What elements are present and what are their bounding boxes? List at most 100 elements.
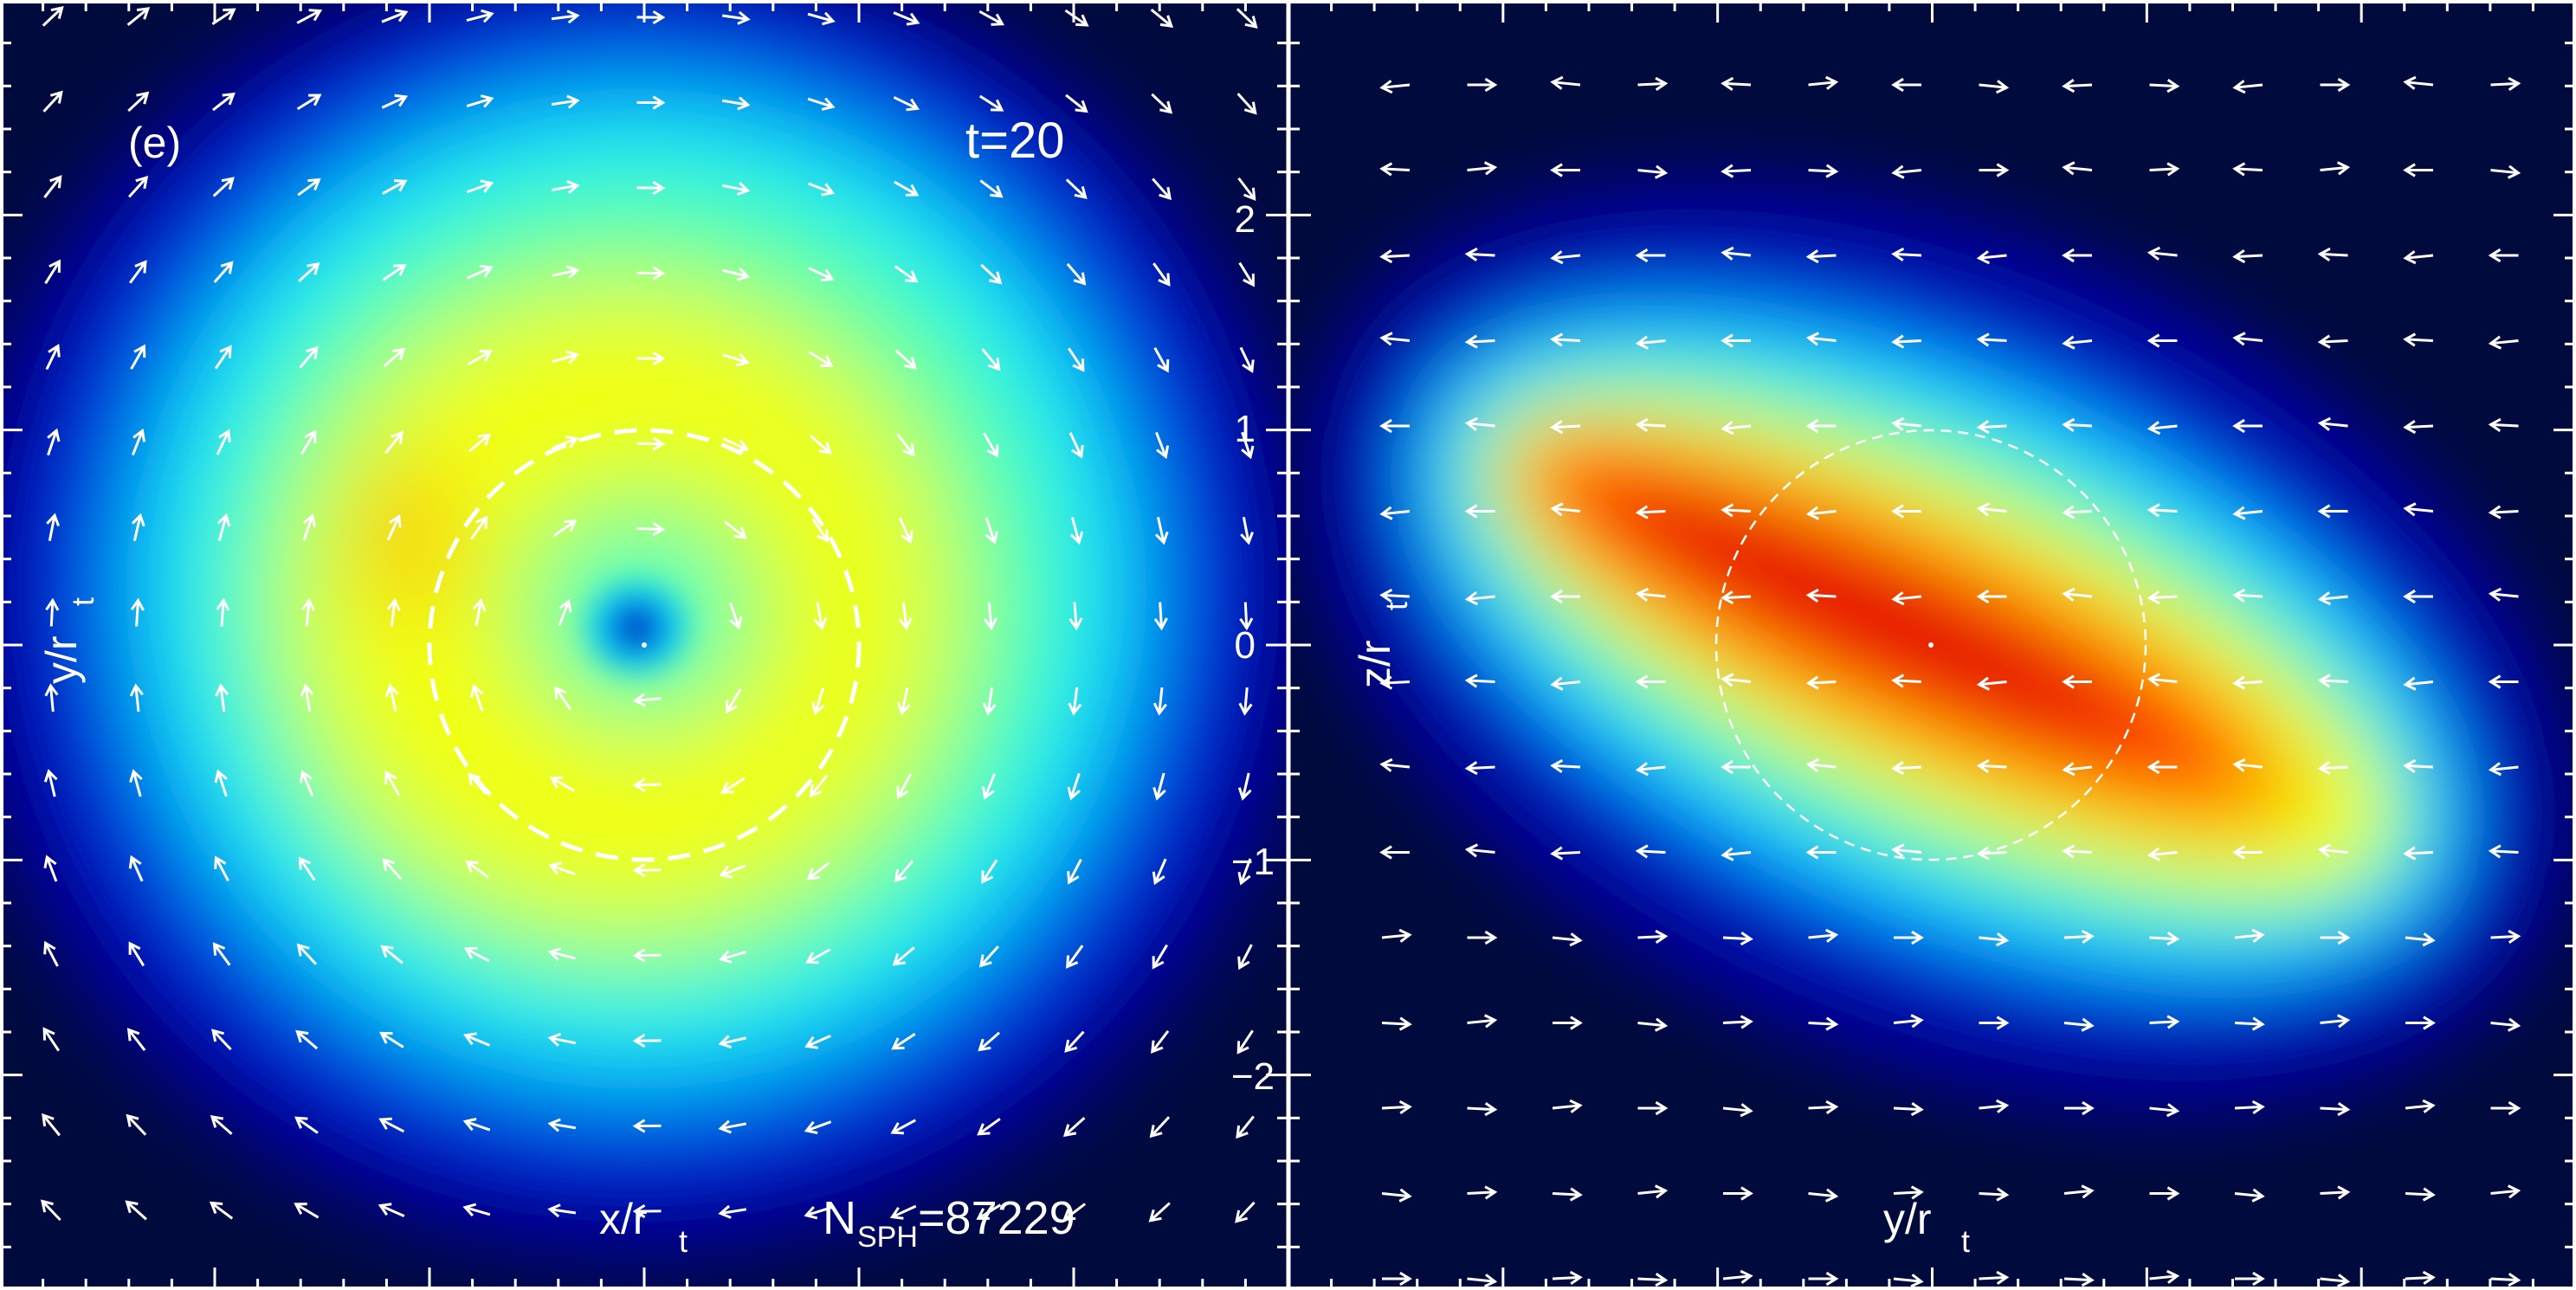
velocity-arrow [811,687,825,716]
nsph-prefix: N [823,1192,856,1244]
velocity-arrow [977,1118,1001,1136]
velocity-arrow [1976,250,2007,265]
velocity-arrow [299,345,319,369]
velocity-arrow [131,513,145,541]
ytick-label-1: 1 [1235,408,1256,450]
velocity-arrow [1550,75,1581,90]
velocity-arrow [130,597,145,627]
velocity-arrow [2147,503,2178,518]
velocity-arrow [978,945,999,968]
velocity-arrow [463,1032,490,1047]
velocity-arrow [466,179,494,194]
velocity-arrow [297,177,321,197]
velocity-arrow [1381,1100,1412,1114]
velocity-arrow [1152,772,1166,801]
velocity-arrow [378,1117,405,1133]
velocity-arrow [1976,846,2007,861]
velocity-arrow [462,1118,491,1132]
velocity-arrow [636,436,666,451]
velocity-arrow [894,860,914,883]
velocity-arrow [2232,418,2263,434]
right-xlabel-text: y/r [1883,1195,1932,1243]
velocity-arrow [1550,163,1580,177]
velocity-arrow [1379,588,1411,603]
velocity-arrow [808,267,835,282]
velocity-arrow [1721,503,1752,518]
velocity-arrow [2488,844,2519,859]
velocity-arrow [1979,1187,2010,1202]
velocity-arrow [1721,421,1752,435]
velocity-arrow [2490,1273,2521,1287]
velocity-arrow [719,864,746,879]
velocity-arrow [1891,164,1922,179]
velocity-arrow [1152,177,1172,201]
velocity-arrow [718,1119,747,1134]
velocity-arrow [42,90,63,113]
velocity-arrow [2062,674,2092,689]
velocity-arrow [299,856,316,881]
velocity-arrow [1721,246,1752,261]
velocity-arrow [1550,250,1581,265]
velocity-arrow [1722,1269,1753,1284]
velocity-arrow [2232,249,2263,264]
velocity-arrow [302,513,316,541]
velocity-arrow [2488,335,2519,350]
velocity-arrow [130,344,146,370]
velocity-arrow [1635,505,1666,519]
velocity-arrow [1153,602,1168,631]
velocity-arrow [2147,333,2178,348]
velocity-arrow [384,430,404,455]
left-xlabel: x/r t [599,1195,688,1259]
velocity-arrow [720,777,746,794]
velocity-arrow [1235,1201,1256,1223]
velocity-arrow [1066,262,1087,286]
velocity-arrow [1721,847,1752,861]
velocity-arrow [1467,1102,1498,1117]
velocity-arrow [2403,332,2434,347]
velocity-arrow [2320,1014,2351,1029]
velocity-arrow [981,772,997,800]
right-ylabel: z/r t [1351,602,1414,688]
velocity-arrow [2403,502,2434,517]
velocity-arrow [898,602,913,631]
velocity-arrow [211,8,236,26]
velocity-arrow [548,861,576,876]
velocity-arrow [893,11,920,26]
velocity-arrow [547,947,576,961]
velocity-arrow [1635,844,1666,859]
velocity-arrow [551,180,580,194]
velocity-arrow [1379,418,1410,434]
velocity-arrow [1464,761,1495,776]
velocity-arrow [1064,9,1089,27]
velocity-arrow [129,683,144,713]
velocity-arrow [2232,506,2263,520]
velocity-arrow [384,683,399,712]
velocity-arrow [381,94,409,109]
velocity-arrow [2232,332,2263,346]
velocity-arrow [1805,588,1837,603]
velocity-arrow [1976,332,2007,347]
velocity-arrow [383,347,406,368]
velocity-arrow [1891,761,1922,776]
velocity-arrow [2149,932,2180,946]
velocity-arrow [1553,1016,1583,1030]
velocity-arrow [296,9,323,24]
right-ylabel-text: z/r [1351,640,1399,688]
velocity-arrow [1979,1099,2010,1113]
velocity-arrow [1381,928,1412,943]
velocity-arrow [470,684,484,712]
velocity-arrow [128,175,149,198]
velocity-arrow [1550,676,1581,691]
velocity-arrow [721,96,751,111]
velocity-arrow [724,520,747,539]
velocity-arrow [898,517,914,545]
velocity-arrow [2405,1270,2436,1285]
velocity-arrow [1893,1102,1924,1117]
left-panel: (e) t=20 x/r t y/r t N SPH =87229 [0,0,1290,1290]
velocity-arrow [1808,75,1839,90]
velocity-arrow [1637,1184,1669,1199]
velocity-arrow [1154,517,1169,545]
velocity-arrow [1240,516,1255,545]
velocity-arrow [2149,162,2180,177]
velocity-arrow [296,943,318,965]
